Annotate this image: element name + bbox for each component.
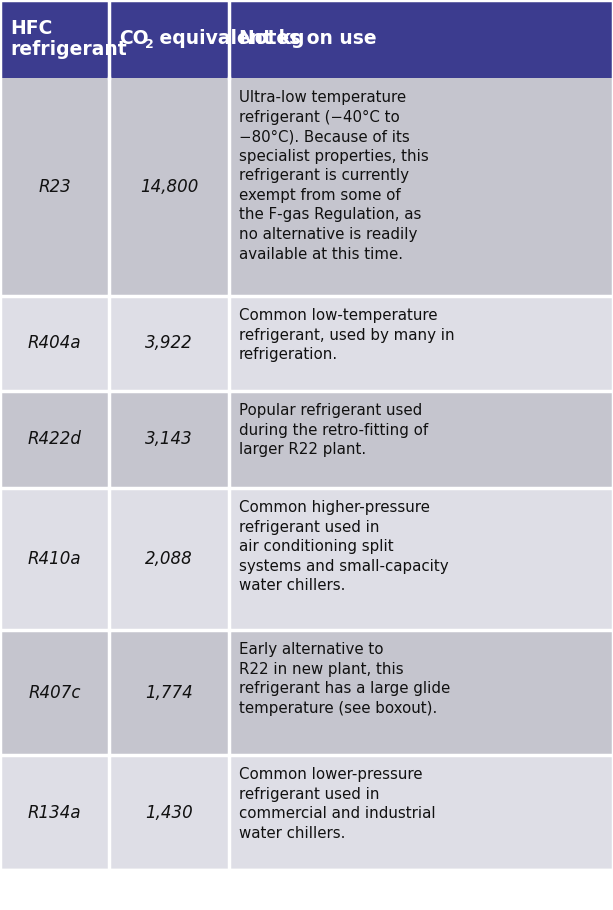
Bar xyxy=(0,296,109,391)
Text: R404a: R404a xyxy=(28,335,82,352)
Text: Common higher-pressure
refrigerant used in
air conditioning split
systems and sm: Common higher-pressure refrigerant used … xyxy=(238,500,448,593)
Text: CO: CO xyxy=(119,29,149,48)
Bar xyxy=(109,78,229,296)
Bar xyxy=(229,755,613,870)
Text: R410a: R410a xyxy=(28,550,82,568)
Bar xyxy=(229,488,613,630)
Bar xyxy=(229,296,613,391)
Bar xyxy=(0,630,109,755)
Text: 2,088: 2,088 xyxy=(145,550,192,568)
Bar xyxy=(109,296,229,391)
Bar xyxy=(0,0,109,78)
Bar xyxy=(229,391,613,488)
Text: R134a: R134a xyxy=(28,804,82,822)
Text: Notes on use: Notes on use xyxy=(238,29,376,48)
Bar xyxy=(109,630,229,755)
Bar xyxy=(109,488,229,630)
Bar xyxy=(109,755,229,870)
Text: 14,800: 14,800 xyxy=(140,178,198,196)
Text: Early alternative to
R22 in new plant, this
refrigerant has a large glide
temper: Early alternative to R22 in new plant, t… xyxy=(238,642,450,715)
Text: 2: 2 xyxy=(145,37,154,50)
Bar xyxy=(109,391,229,488)
Text: R23: R23 xyxy=(38,178,71,196)
Text: Common lower-pressure
refrigerant used in
commercial and industrial
water chille: Common lower-pressure refrigerant used i… xyxy=(238,767,435,841)
Bar xyxy=(0,391,109,488)
Bar xyxy=(229,0,613,78)
Text: equivalent kg: equivalent kg xyxy=(153,29,305,48)
Bar xyxy=(229,630,613,755)
Text: HFC
refrigerant: HFC refrigerant xyxy=(10,19,127,59)
Bar xyxy=(229,78,613,296)
Text: 1,774: 1,774 xyxy=(145,683,192,702)
Text: 3,143: 3,143 xyxy=(145,430,192,449)
Bar xyxy=(109,0,229,78)
Text: Common low-temperature
refrigerant, used by many in
refrigeration.: Common low-temperature refrigerant, used… xyxy=(238,308,454,362)
Text: Ultra-low temperature
refrigerant (−40°C to
−80°C). Because of its
specialist pr: Ultra-low temperature refrigerant (−40°C… xyxy=(238,90,428,261)
Text: Popular refrigerant used
during the retro-fitting of
larger R22 plant.: Popular refrigerant used during the retr… xyxy=(238,403,428,457)
Text: R407c: R407c xyxy=(28,683,81,702)
Bar xyxy=(0,488,109,630)
Bar xyxy=(0,755,109,870)
Bar xyxy=(0,78,109,296)
Text: 1,430: 1,430 xyxy=(145,804,192,822)
Text: 3,922: 3,922 xyxy=(145,335,192,352)
Text: R422d: R422d xyxy=(28,430,82,449)
